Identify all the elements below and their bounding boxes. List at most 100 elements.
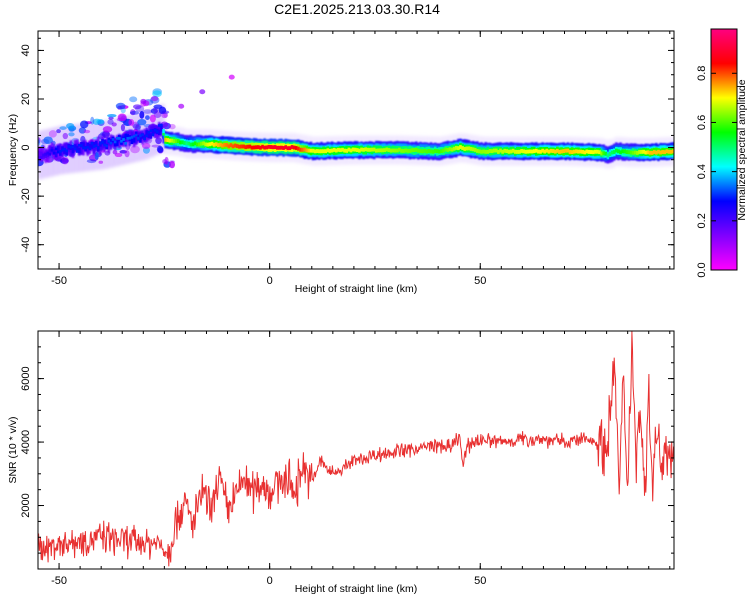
ridge-cell — [353, 147, 357, 152]
ridge-cell — [642, 149, 646, 154]
ridge-cell — [280, 145, 283, 150]
ridge-cell — [429, 149, 433, 154]
ridge-cell — [318, 149, 321, 154]
ridge-cell — [143, 137, 146, 141]
ridge-cell — [617, 149, 620, 154]
ridge-cell — [633, 150, 637, 155]
ridge-cell — [250, 145, 254, 150]
ridge-cell — [158, 129, 161, 136]
ridge-cell — [111, 138, 115, 141]
ridge-cell — [553, 149, 557, 154]
ridge-cell — [330, 148, 334, 153]
ridge-cell — [65, 142, 68, 152]
ridge-cell — [162, 132, 165, 136]
scatter-blob — [68, 132, 75, 137]
ridge-cell — [343, 148, 346, 153]
ridge-cell — [625, 150, 629, 154]
ridge-cell — [480, 149, 483, 154]
ridge-cell — [145, 134, 149, 138]
ridge-cell — [176, 139, 180, 144]
scatter-blob — [79, 120, 89, 129]
ridge-cell — [421, 149, 424, 154]
ridge-cell — [52, 144, 56, 153]
ridge-cell — [124, 133, 127, 139]
scatter-blob — [66, 123, 75, 129]
ridge-cell — [267, 144, 271, 149]
scatter-blob — [162, 159, 168, 164]
ridge-cell — [360, 147, 363, 152]
snr-frame — [37, 330, 675, 570]
scatter-blob — [98, 160, 104, 164]
ridge-cell — [124, 141, 127, 145]
ridge-cell — [549, 148, 553, 153]
ridge-cell — [160, 123, 163, 127]
ridge-cell — [452, 146, 456, 151]
ridge-cell — [59, 149, 62, 153]
ridge-cell — [115, 136, 119, 140]
ridge-cell — [231, 144, 235, 149]
ridge-cell — [442, 148, 445, 153]
ridge-cell — [372, 147, 376, 152]
ridge-cell — [80, 144, 83, 147]
ridge-cell — [132, 134, 136, 138]
scatter-blob — [142, 109, 153, 114]
ridge-cell — [174, 139, 178, 143]
ridge-cell — [109, 141, 113, 145]
ridge-cell — [408, 148, 412, 153]
scatter-blob — [178, 103, 185, 109]
ridge-cell — [370, 147, 374, 152]
ridge-cell — [105, 144, 108, 148]
ridge-cell — [446, 147, 450, 152]
y-tick-label: 0 — [20, 145, 32, 151]
ridge-cell — [90, 143, 94, 149]
ridge-cell — [564, 148, 568, 153]
x-tick-label: 50 — [474, 575, 486, 587]
scatter-blob — [115, 102, 126, 110]
ridge-cell — [547, 149, 551, 154]
ridge-cell — [71, 147, 75, 154]
ridge-cell — [136, 137, 140, 140]
scatter-blob — [140, 98, 147, 104]
ridge-cell — [551, 149, 555, 153]
x-tick-label: 0 — [267, 575, 273, 587]
scatter-blob — [228, 74, 235, 80]
ridge-cell — [172, 139, 176, 144]
snr-ylabel: SNR (10 * v/v) — [7, 416, 19, 483]
ridge-cell — [94, 141, 98, 147]
ridge-cell — [598, 150, 601, 155]
ridge-cell — [377, 148, 380, 153]
scatter-blob — [90, 116, 95, 125]
ridge-cell — [109, 141, 113, 150]
ridge-cell — [69, 145, 73, 149]
ridge-cell — [368, 147, 372, 152]
ridge-cell — [650, 150, 654, 155]
ridge-cell — [107, 139, 111, 143]
ridge-cell — [73, 147, 77, 151]
ridge-cell — [206, 142, 210, 147]
snr-line-layer — [38, 331, 674, 567]
ridge-cell — [615, 148, 618, 153]
ridge-cell — [366, 147, 370, 152]
ridge-cell — [261, 144, 264, 149]
ridge-cell — [461, 146, 464, 150]
ridge-cell — [92, 145, 96, 148]
ridge-cell — [484, 149, 488, 154]
ridge-cell — [225, 143, 229, 147]
scatter-blob — [129, 96, 138, 103]
scatter-blob — [56, 129, 61, 134]
ridge-cell — [187, 141, 191, 146]
ridge-cell — [444, 147, 448, 152]
ridge-cell — [486, 149, 490, 154]
ridge-cell — [73, 144, 77, 150]
ridge-cell — [48, 152, 52, 156]
ridge-cell — [122, 138, 125, 141]
ridge-cell — [113, 140, 117, 144]
ridge-cell — [627, 150, 631, 155]
ridge-cell — [541, 148, 544, 153]
ridge-cell — [301, 147, 304, 152]
ridge-cell — [320, 149, 323, 154]
ridge-cell — [387, 148, 391, 152]
ridge-cell — [193, 141, 197, 146]
ridge-cell — [40, 156, 43, 159]
ridge-cell — [604, 151, 608, 156]
